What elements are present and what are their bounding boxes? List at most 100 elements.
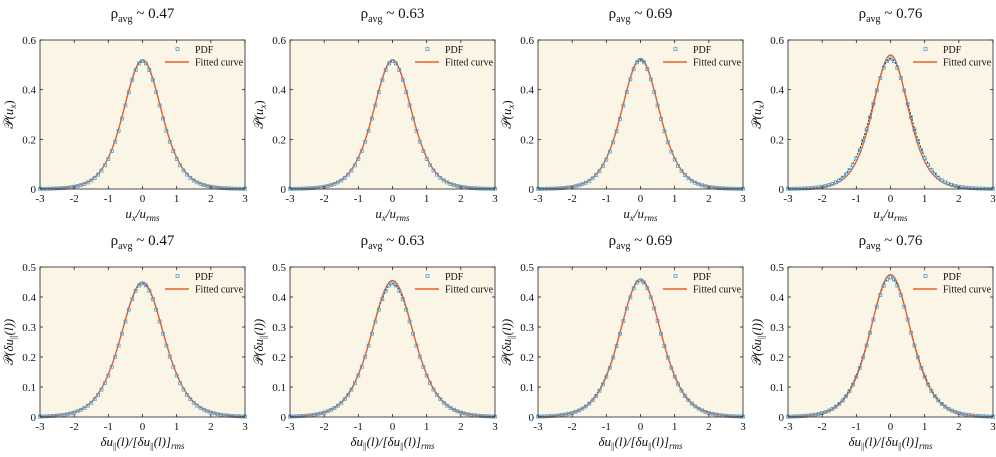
pdf-point	[339, 178, 344, 183]
y-tick-label: 0.4	[770, 292, 784, 304]
x-axis-label: ux/urms	[873, 206, 908, 223]
pdf-point	[424, 156, 429, 161]
chart-panel-7: ρavg ~ 0.69 -3 -2 -1 0 1 2 3 0 0.1 0.2 0.3 0.4 0.5 δu|…	[499, 233, 746, 451]
chart-panel-2: ρavg ~ 0.63 -3 -2 -1 0 1 2 3 0 0.2 0.4 0.6 ux/urms 𝒫(…	[251, 6, 498, 223]
pdf-point	[126, 90, 131, 95]
x-axis-label: δu||(l)/[δu||(l)]rms	[100, 434, 185, 451]
pdf-point	[936, 175, 941, 180]
pdf-point	[851, 382, 855, 387]
pdf-point	[604, 157, 609, 162]
legend-pdf-marker	[425, 47, 430, 51]
legend: PDF Fitted curve	[663, 45, 742, 69]
x-tick-label: 1	[174, 193, 180, 205]
pdf-point	[178, 163, 183, 168]
pdf-point	[171, 364, 176, 369]
pdf-point	[686, 176, 691, 181]
pdf-point	[434, 172, 439, 177]
pdf-point	[950, 408, 954, 413]
x-tick-label: 2	[706, 193, 712, 205]
pdf-point	[905, 101, 910, 106]
pdf-point	[700, 408, 704, 413]
pdf-point	[89, 400, 94, 405]
y-axis-label: 𝒫(ux)	[1, 100, 18, 129]
chart-panel-3: ρavg ~ 0.69 -3 -2 -1 0 1 2 3 0 0.2 0.4 0.6 ux/urms 𝒫(…	[499, 6, 746, 223]
y-tick-label: 0.1	[272, 382, 286, 394]
pdf-point	[184, 172, 189, 177]
x-tick-label: 2	[458, 421, 464, 433]
legend-pdf-label: PDF	[195, 272, 214, 283]
pdf-point	[75, 409, 80, 414]
pdf-point	[823, 184, 828, 188]
pdf-point	[188, 397, 193, 402]
pdf-point	[147, 288, 152, 293]
y-tick-label: 0.2	[520, 352, 534, 364]
pdf-point	[438, 397, 443, 402]
pdf-point	[970, 186, 975, 191]
pdf-point	[438, 175, 443, 180]
x-tick-label: -2	[568, 193, 577, 205]
y-tick-label: 0.2	[272, 352, 286, 364]
pdf-point	[607, 149, 612, 154]
x-tick-label: 0	[140, 421, 146, 433]
legend-pdf-label: PDF	[195, 45, 214, 56]
plot-area	[538, 40, 743, 189]
x-tick-label: 2	[706, 421, 712, 433]
pdf-point	[823, 410, 828, 414]
pdf-point	[407, 103, 412, 108]
pdf-point	[827, 183, 831, 187]
x-tick-label: 1	[424, 421, 430, 433]
pdf-point	[424, 373, 429, 378]
pdf-point	[847, 168, 852, 173]
pdf-point	[950, 183, 954, 187]
x-tick-label: -1	[104, 421, 113, 433]
legend-fitted-label: Fitted curve	[445, 58, 494, 69]
x-tick-label: 2	[208, 193, 214, 205]
pdf-point	[594, 393, 598, 398]
pdf-point	[65, 412, 70, 417]
x-tick-label: -3	[783, 193, 793, 205]
pdf-point	[44, 414, 49, 419]
pdf-point	[161, 331, 165, 336]
pdf-point	[195, 180, 200, 185]
pdf-point	[96, 172, 100, 177]
x-tick-label: 3	[492, 421, 498, 433]
pdf-point	[874, 88, 879, 93]
chart-title: ρavg ~ 0.69	[609, 233, 673, 252]
pdf-point	[919, 148, 924, 153]
pdf-point	[642, 60, 646, 65]
pdf-point	[946, 181, 951, 186]
pdf-point	[164, 343, 169, 348]
pdf-point	[462, 411, 467, 416]
chart-title: ρavg ~ 0.63	[361, 6, 425, 25]
x-tick-label: -1	[852, 193, 861, 205]
pdf-point	[404, 307, 409, 312]
pdf-point	[892, 59, 896, 63]
pdf-point	[215, 412, 220, 417]
x-tick-label: -3	[533, 421, 543, 433]
legend-fitted-label: Fitted curve	[943, 58, 992, 69]
pdf-point	[700, 183, 704, 188]
pdf-point	[99, 168, 104, 173]
pdf-point	[926, 162, 930, 167]
pdf-point	[411, 331, 415, 336]
chart-title: ρavg ~ 0.47	[111, 233, 175, 252]
legend-pdf-marker	[673, 47, 678, 51]
pdf-point	[672, 374, 677, 379]
y-tick-label: 0.4	[22, 85, 36, 97]
x-tick-label: -2	[320, 421, 329, 433]
x-axis-label: ux/urms	[125, 206, 160, 223]
pdf-point	[161, 116, 165, 121]
pdf-point	[174, 156, 179, 161]
x-tick-label: -1	[354, 193, 363, 205]
pdf-point	[611, 355, 616, 360]
pdf-point	[933, 172, 937, 177]
pdf-point	[871, 317, 876, 322]
legend-pdf-marker	[425, 274, 430, 278]
pdf-point	[902, 304, 907, 309]
legend-fitted-label: Fitted curve	[943, 285, 992, 296]
pdf-point	[857, 365, 862, 370]
x-tick-label: 1	[174, 421, 180, 433]
pdf-point	[79, 407, 83, 412]
pdf-point	[133, 288, 138, 293]
x-tick-label: -1	[602, 193, 611, 205]
